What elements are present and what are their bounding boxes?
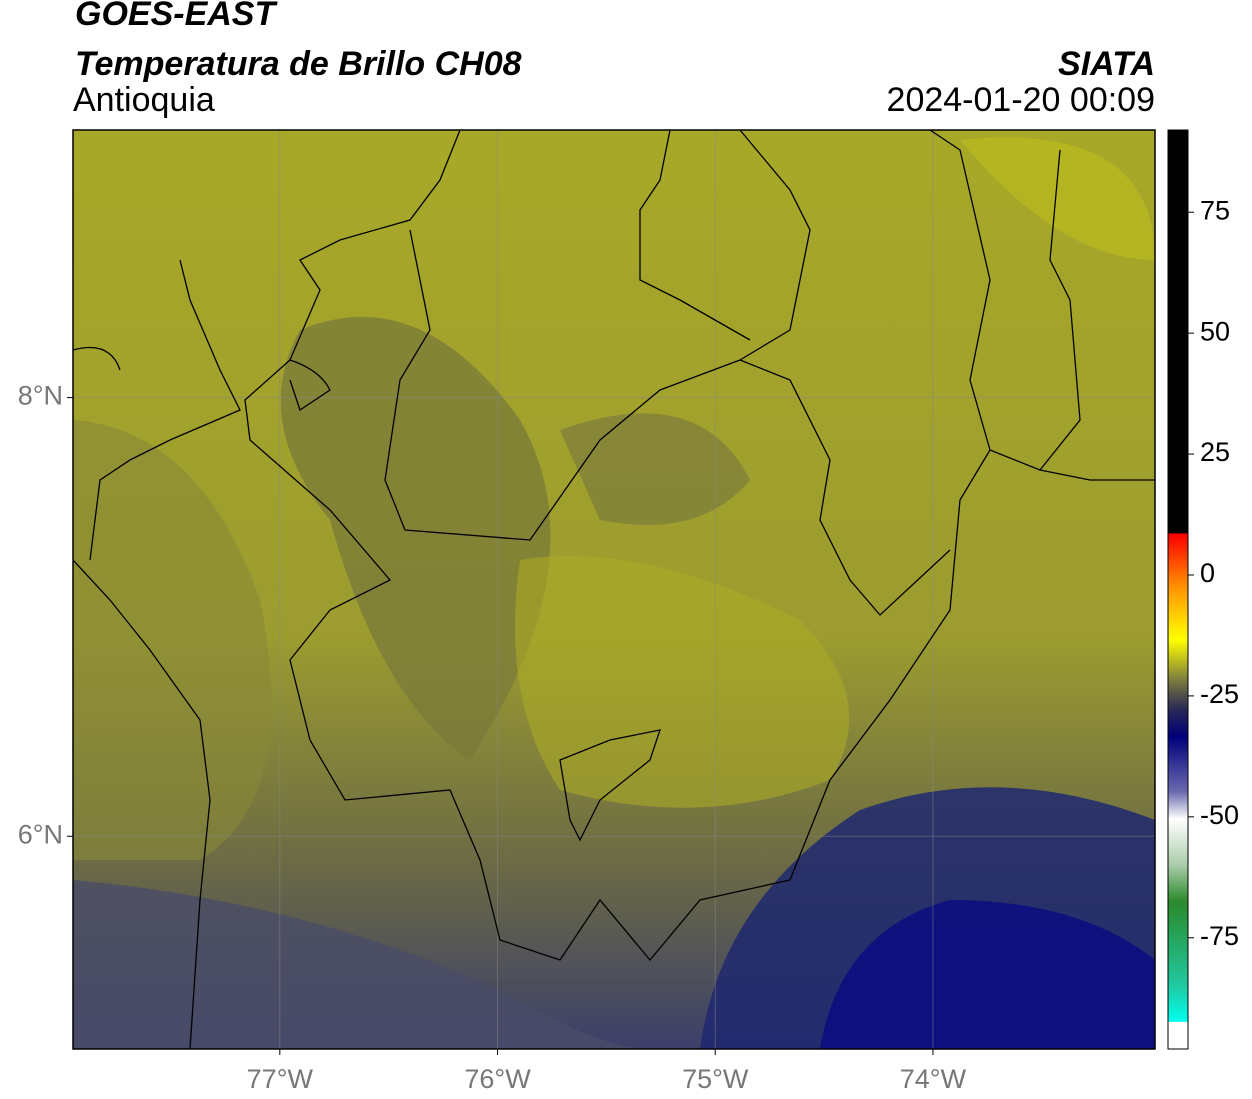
subtitle: Temperatura de Brillo CH08 xyxy=(75,45,522,83)
lon-tick-label: 77°W xyxy=(247,1064,314,1094)
colorbar-tick-label: -25 xyxy=(1200,679,1239,709)
colorbar-tick-label: -50 xyxy=(1200,800,1239,830)
colorbar-tick-label: 75 xyxy=(1200,195,1230,225)
lat-tick-label: 6°N xyxy=(18,819,63,849)
lon-tick-label: 75°W xyxy=(682,1064,749,1094)
lon-tick-label: 74°W xyxy=(900,1064,967,1094)
colorbar xyxy=(1167,129,1189,1050)
map-area xyxy=(73,130,1155,1049)
source: SIATA xyxy=(1058,45,1155,83)
cold-region xyxy=(280,316,551,760)
colorbar-tick-label: 50 xyxy=(1200,316,1230,346)
cold-region xyxy=(73,420,272,860)
lat-tick-label: 8°N xyxy=(18,381,63,411)
cold-region xyxy=(820,900,1155,1049)
map-frame xyxy=(72,129,1156,1050)
timestamp: 2024-01-20 00:09 xyxy=(887,81,1155,119)
colorbar-tick-label: 0 xyxy=(1200,558,1215,588)
colorbar-tick-label: -75 xyxy=(1200,921,1239,951)
title: GOES-EAST xyxy=(75,0,278,33)
lon-tick-label: 76°W xyxy=(464,1064,531,1094)
colorbar-tick-label: 25 xyxy=(1200,437,1230,467)
cold-region xyxy=(560,413,750,525)
warm-region xyxy=(960,137,1155,260)
region: Antioquia xyxy=(73,81,215,119)
cold-region xyxy=(73,880,650,1049)
